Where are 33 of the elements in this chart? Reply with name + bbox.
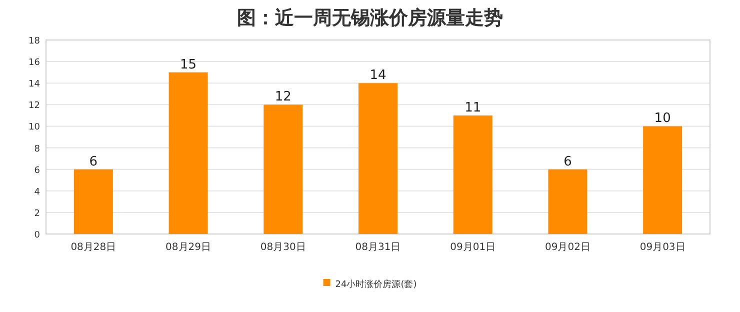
y-tick-label: 4 — [34, 187, 40, 198]
data-label: 12 — [274, 90, 292, 105]
data-label: 14 — [370, 68, 386, 84]
y-tick-label: 16 — [28, 58, 40, 68]
y-tick-label: 8 — [34, 144, 40, 154]
bar — [358, 83, 398, 234]
y-tick-label: 10 — [28, 122, 40, 133]
y-tick-label: 6 — [34, 166, 40, 176]
x-tick-label: 08月29日 — [166, 242, 212, 253]
y-tick-label: 12 — [28, 101, 40, 112]
y-tick-label: 0 — [34, 230, 40, 240]
legend-label: 24小时涨价房源(套) — [335, 279, 417, 290]
data-label: 15 — [180, 57, 197, 72]
x-tick-label: 09月02日 — [544, 242, 590, 253]
bar — [548, 169, 588, 234]
data-label: 6 — [89, 154, 98, 170]
bar — [74, 169, 113, 234]
x-tick-label: 09月03日 — [640, 242, 686, 253]
bar — [453, 115, 492, 234]
y-tick-label: 2 — [34, 208, 40, 219]
y-tick-label: 14 — [28, 80, 40, 90]
data-label: 6 — [564, 154, 572, 170]
bar — [643, 126, 682, 234]
chart-title: 图：近一周无锡涨价房源量走势 — [237, 7, 503, 29]
data-label: 11 — [464, 100, 482, 116]
bar — [264, 104, 303, 234]
bar — [168, 72, 208, 234]
x-tick-label: 09月01日 — [450, 242, 496, 253]
data-label: 10 — [654, 111, 671, 126]
y-tick-label: 18 — [28, 36, 40, 46]
x-tick-label: 08月28日 — [70, 242, 116, 253]
x-tick-label: 08月31日 — [355, 242, 401, 253]
x-tick-label: 08月30日 — [260, 242, 306, 253]
